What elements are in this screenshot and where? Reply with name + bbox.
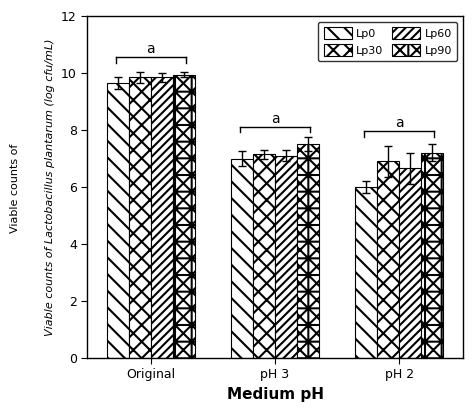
Text: Viable counts of: Viable counts of: [9, 140, 19, 233]
Text: a: a: [395, 116, 404, 130]
Bar: [151, 77, 173, 358]
Bar: [377, 161, 399, 358]
Bar: [297, 144, 319, 358]
Text: a: a: [271, 112, 279, 126]
Bar: [173, 74, 195, 358]
Text: a: a: [146, 42, 155, 56]
Bar: [231, 159, 253, 358]
X-axis label: Medium pH: Medium pH: [227, 387, 324, 402]
Legend: Lp0, Lp30, Lp60, Lp90: Lp0, Lp30, Lp60, Lp90: [318, 21, 457, 61]
Bar: [253, 154, 275, 358]
Bar: [356, 187, 377, 358]
Bar: [421, 153, 443, 358]
Y-axis label: Viable counts of Lactobacillus plantarum (log cfu/mL): Viable counts of Lactobacillus plantarum…: [46, 38, 55, 336]
Bar: [399, 169, 421, 358]
Bar: [275, 156, 297, 358]
Bar: [107, 83, 129, 358]
Bar: [129, 77, 151, 358]
